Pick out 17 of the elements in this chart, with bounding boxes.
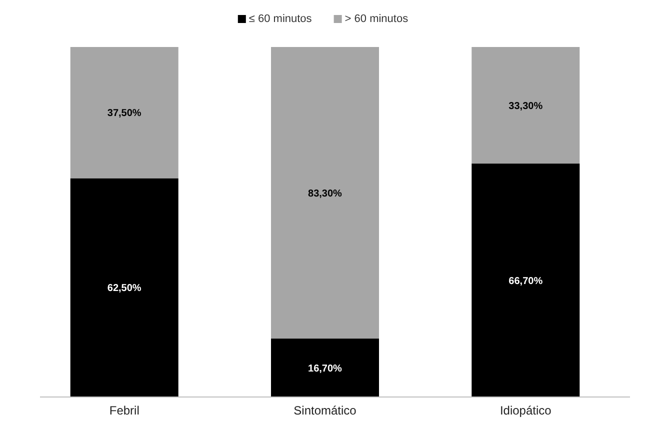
bar: [271, 338, 379, 397]
x-tick-label: Idiopático: [500, 404, 552, 418]
data-label: 83,30%: [308, 188, 342, 200]
bar: [472, 47, 580, 164]
data-label: 16,70%: [308, 363, 342, 374]
data-label: 37,50%: [107, 108, 142, 120]
bar: [472, 164, 580, 397]
x-tick-label: Febril: [109, 404, 140, 418]
data-label: 66,70%: [508, 276, 543, 287]
legend-label: ≤ 60 minutos: [248, 13, 312, 25]
x-tick-label: Sintomático: [294, 404, 357, 418]
data-label: 33,30%: [508, 100, 543, 112]
legend-label: > 60 minutos: [344, 13, 409, 25]
bar: [70, 178, 178, 397]
bar: [271, 47, 379, 339]
bar: [70, 47, 178, 178]
data-label: 62,50%: [107, 283, 142, 294]
